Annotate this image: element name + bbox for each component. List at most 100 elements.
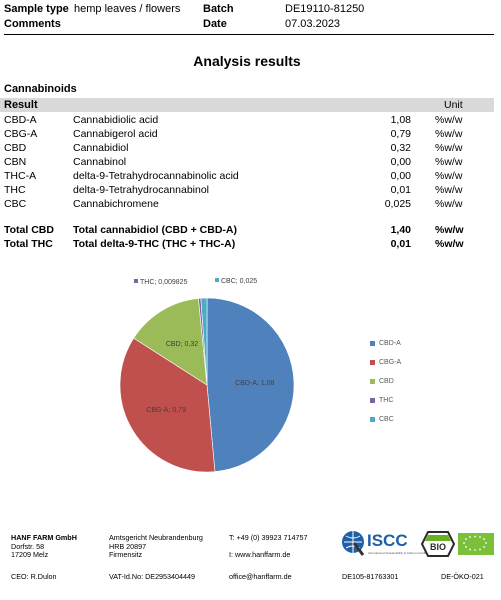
table-row: CBG-A Cannabigerol acid 0,79 %w/w xyxy=(0,128,494,141)
batch-value: DE19110-81250 xyxy=(285,3,365,15)
date-value: 07.03.2023 xyxy=(285,18,341,30)
eu-leaf-stars-icon xyxy=(463,535,487,551)
row-value: 0,025 xyxy=(384,198,411,210)
sample-type-label: Sample type xyxy=(4,3,69,15)
row-code: Total THC xyxy=(4,238,53,250)
table-row: CBC Cannabichromene 0,025 %w/w xyxy=(0,198,494,211)
row-code: CBC xyxy=(4,198,27,210)
row-name: delta-9-Tetrahydrocannabinol xyxy=(73,184,210,196)
pie-label-thc: THC; 0,009825 xyxy=(140,279,188,286)
legend-swatch xyxy=(370,340,375,346)
row-value: 1,08 xyxy=(390,114,411,126)
legend-item-thc: THC xyxy=(370,397,393,404)
footer-seat: Firmensitz xyxy=(109,550,143,559)
bio-logo-text: BIO xyxy=(430,542,446,552)
row-value: 0,01 xyxy=(390,184,411,196)
header-divider xyxy=(4,34,494,35)
row-code: CBN xyxy=(4,156,27,168)
table-header-result: Result xyxy=(4,99,38,111)
footer-vat: VAT-Id.No: DE2953404449 xyxy=(109,572,196,581)
total-row: Total THC Total delta-9-THC (THC + THC-A)… xyxy=(0,238,494,251)
row-unit: %w/w xyxy=(435,142,463,154)
row-value: 0,79 xyxy=(390,128,411,140)
pie-label-cbg-a: CBG-A; 0,79 xyxy=(146,407,186,414)
table-row: THC-A delta-9-Tetrahydrocannabinolic acid… xyxy=(0,170,494,183)
cannabinoid-pie-chart: CBD-A; 1,08 CBG-A; 0,79 CBD; 0,32 THC; 0,00… xyxy=(119,278,295,473)
row-value: 1,40 xyxy=(390,224,411,236)
date-label: Date xyxy=(203,18,227,30)
legend-item-cbd: CBD xyxy=(370,378,394,385)
legend-item-cbc: CBC xyxy=(370,416,394,423)
row-unit: %w/w xyxy=(435,224,464,236)
row-code: THC-A xyxy=(4,170,37,182)
footer-city: 17209 Melz xyxy=(11,550,49,559)
pie-slice-cbd-a xyxy=(206,297,295,472)
row-unit: %w/w xyxy=(435,170,463,182)
pie-slice-cbg-a xyxy=(119,337,216,473)
legend-swatch xyxy=(370,416,375,422)
footer-email-link[interactable]: office@hanffarm.de xyxy=(229,572,292,581)
row-unit: %w/w xyxy=(435,184,463,196)
footer-company: HANF FARM GmbH xyxy=(11,533,77,542)
footer-court: Amtsgericht Neubrandenburg xyxy=(109,533,203,542)
footer-phone: T: +49 (0) 39923 714757 xyxy=(229,533,308,542)
total-row: Total CBD Total cannabidiol (CBD + CBD-A)… xyxy=(0,224,494,237)
row-name: Cannabigerol acid xyxy=(73,128,158,140)
legend-item-cbd-a: CBD-A xyxy=(370,340,401,347)
legend-label: THC xyxy=(379,397,394,404)
row-value: 0,00 xyxy=(390,170,411,182)
iscc-subtext: International Sustainability & Carbon Ce… xyxy=(368,551,434,555)
legend-label: CBD xyxy=(379,378,394,385)
row-unit: %w/w xyxy=(435,128,463,140)
pie-label-cbd-a: CBD-A; 1,08 xyxy=(235,380,274,387)
bio-logo: BIO xyxy=(420,530,496,558)
row-code: CBG-A xyxy=(4,128,38,140)
row-unit: %w/w xyxy=(435,156,463,168)
legend-swatch xyxy=(370,397,375,403)
footer-hrb: HRB 20897 xyxy=(109,542,147,551)
row-code: Total CBD xyxy=(4,224,54,236)
legend-label: CBD-A xyxy=(379,340,401,347)
sample-type-value: hemp leaves / flowers xyxy=(74,3,181,15)
row-code: CBD xyxy=(4,142,27,154)
legend-item-cbg-a: CBG-A xyxy=(370,359,401,366)
section-title: Cannabinoids xyxy=(4,83,77,95)
bio-hexagon-icon: BIO xyxy=(420,531,494,557)
table-row: CBN Cannabinol 0,00 %w/w xyxy=(0,156,494,169)
row-unit: %w/w xyxy=(435,238,464,250)
row-name: Total delta-9-THC (THC + THC-A) xyxy=(73,238,236,250)
pie-slice-cbc xyxy=(200,297,208,386)
pie-label-cbd: CBD; 0,32 xyxy=(166,341,198,348)
row-value: 0,01 xyxy=(390,238,411,250)
footer-street: Dorfstr. 58 xyxy=(11,542,45,551)
pie-label-cbc: CBC; 0,025 xyxy=(221,278,257,285)
pie-label-swatch-thc xyxy=(134,279,138,283)
row-name: Cannabidiolic acid xyxy=(73,114,159,126)
page-title: Analysis results xyxy=(193,53,301,69)
row-name: delta-9-Tetrahydrocannabinolic acid xyxy=(73,170,239,182)
table-row: CBD Cannabidiol 0,32 %w/w xyxy=(0,142,494,155)
row-name: Cannabidiol xyxy=(73,142,129,154)
footer-ceo: CEO: R.Dulon xyxy=(11,572,57,581)
comments-label: Comments xyxy=(4,18,61,30)
row-value: 0,32 xyxy=(390,142,411,154)
row-name: Cannabinol xyxy=(73,156,127,168)
table-header-unit: Unit xyxy=(444,99,463,111)
footer-web-link[interactable]: I: www.hanffarm.de xyxy=(229,550,291,559)
footer-oko-id: DE-ÖKO-021 xyxy=(441,572,484,581)
pie-slice-cbd xyxy=(133,298,208,386)
legend-label: CBG-A xyxy=(379,359,402,366)
row-code: THC xyxy=(4,184,26,196)
row-name: Total cannabidiol (CBD + CBD-A) xyxy=(73,224,238,236)
iscc-logo: ISCC International Sustainability & Carb… xyxy=(340,529,433,561)
legend-label: CBC xyxy=(379,416,394,423)
batch-label: Batch xyxy=(203,3,234,15)
iscc-globe-icon xyxy=(342,531,365,556)
row-name: Cannabichromene xyxy=(73,198,159,210)
row-unit: %w/w xyxy=(435,114,463,126)
iscc-logo-text: ISCC xyxy=(367,531,408,550)
table-row: CBD-A Cannabidiolic acid 1,08 %w/w xyxy=(0,114,494,127)
legend-swatch xyxy=(370,378,375,384)
legend-swatch xyxy=(370,359,375,365)
table-header-bar: Result Unit xyxy=(0,98,494,112)
